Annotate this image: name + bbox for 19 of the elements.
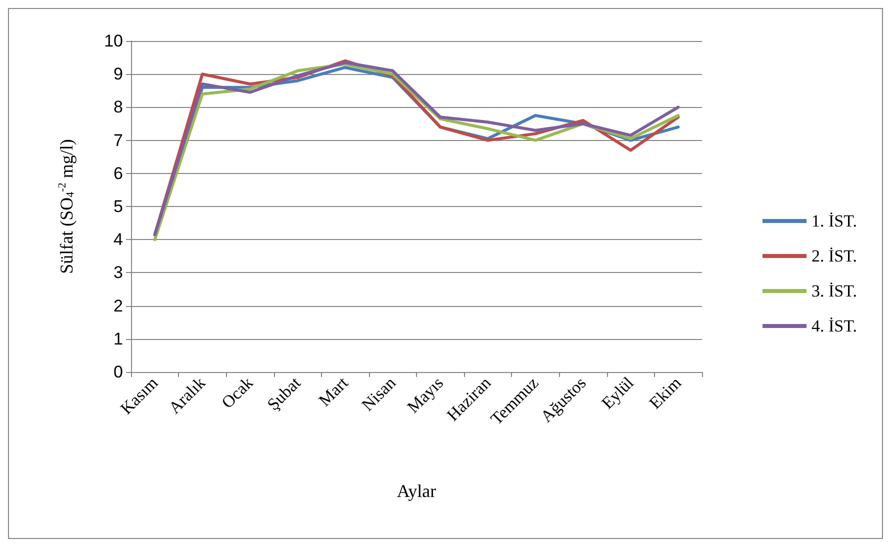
y-tick-label: 9 [114,64,123,84]
legend-label: 4. İST. [812,316,858,336]
x-tick-label: Ocak [218,372,258,412]
y-tick-label: 1 [114,329,123,348]
y-tick-label: 3 [114,263,123,282]
x-axis-title: Aylar [396,481,436,501]
y-tick-label: 6 [114,164,123,183]
y-tick-label: 2 [114,296,123,316]
legend-label: 2. İST. [812,246,858,266]
legend-label: 3. İST. [812,282,858,300]
y-tick-label: 7 [114,130,123,150]
y-axis-title: Sülfat (SO4-2 mg/l) [56,139,76,274]
x-tick-label: Mart [315,373,352,410]
legend-label: 1. İST. [812,212,858,230]
y-tick-label: 5 [114,197,123,216]
y-tick-label: 0 [114,362,123,382]
y-tick-label: 10 [104,32,123,50]
y-tick-label: 8 [114,98,123,117]
y-tick-label: 4 [114,230,123,250]
